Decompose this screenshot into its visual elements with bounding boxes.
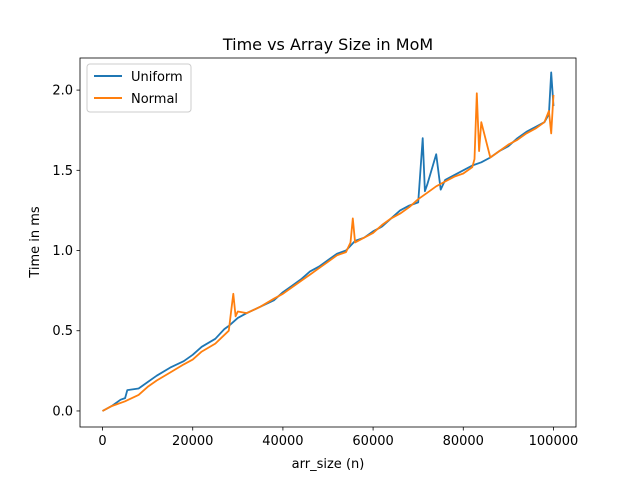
y-tick-label: 1.0: [52, 244, 73, 259]
axes-frame: [79, 57, 577, 428]
x-tick-label: 60000: [352, 434, 393, 449]
x-tick-label: 100000: [529, 434, 579, 449]
y-tick-label: 0.5: [52, 324, 73, 339]
x-axis-label: arr_size (n): [292, 457, 365, 472]
legend-label-uniform: Uniform: [131, 70, 183, 85]
x-tick-label: 40000: [262, 434, 303, 449]
legend: Uniform Normal: [86, 63, 192, 113]
x-tick-label: 0: [98, 434, 106, 449]
x-tick-label: 80000: [443, 434, 484, 449]
y-tick-label: 2.0: [52, 84, 73, 99]
y-tick-label: 0.0: [52, 404, 73, 419]
y-axis-ticks: 0.0 0.5 1.0 1.5 2.0: [52, 84, 80, 419]
plot-lines: [102, 71, 555, 412]
x-axis-ticks: 0 20000 40000 60000 80000 100000: [98, 427, 578, 449]
legend-label-normal: Normal: [131, 92, 178, 107]
y-axis-label: Time in ms: [28, 206, 43, 279]
x-tick-label: 20000: [172, 434, 213, 449]
chart-title: Time vs Array Size in MoM: [222, 35, 433, 54]
y-tick-label: 1.5: [52, 164, 73, 179]
series-line-normal: [102, 92, 555, 412]
